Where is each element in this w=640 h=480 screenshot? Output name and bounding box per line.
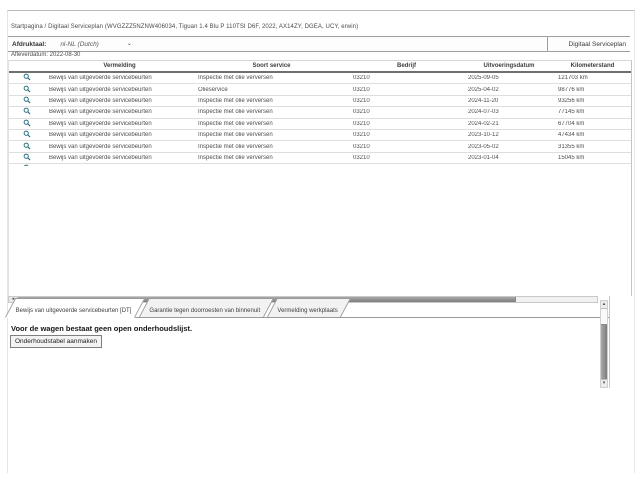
page-title: Digitaal Serviceplan bbox=[547, 37, 630, 51]
cell-kilometerstand: 47434 km bbox=[558, 132, 585, 139]
scroll-up-arrow-icon[interactable]: ▴ bbox=[601, 301, 607, 309]
cell-bedrijf: 03210 bbox=[353, 143, 370, 150]
table-row: Bewijs van uitgevoerde servicebeurten In… bbox=[9, 129, 631, 142]
row-detail-button[interactable] bbox=[9, 153, 45, 163]
cell-soort-service: Inspectie met olie verversen bbox=[198, 97, 273, 104]
cell-bedrijf: 03210 bbox=[353, 97, 370, 104]
cell-uitvoeringsdatum: 2025-09-05 bbox=[468, 75, 499, 82]
tab-bewijs-servicebeurten[interactable]: Bewijs van uitgevoerde servicebeurten [D… bbox=[4, 298, 146, 318]
cell-soort-service: Inspectie met olie verversen bbox=[198, 109, 273, 116]
cell-kilometerstand: 98776 km bbox=[558, 86, 585, 93]
table-row: Bewijs van uitgevoerde servicebeurten In… bbox=[9, 107, 631, 119]
cell-vermelding: Bewijs van uitgevoerde servicebeurten bbox=[49, 154, 152, 161]
print-language-select[interactable]: nl-NL (Dutch) ⌄ bbox=[60, 41, 132, 48]
chevron-down-icon: ⌄ bbox=[126, 41, 132, 47]
table-row: Bewijs van uitgevoerde servicebeurten In… bbox=[9, 141, 631, 153]
row-detail-button[interactable] bbox=[9, 85, 45, 95]
cell-bedrijf: 03210 bbox=[353, 109, 370, 116]
no-open-maintenance-message: Voor de wagen bestaat geen open onderhou… bbox=[11, 324, 193, 333]
cell-bedrijf: 03210 bbox=[353, 75, 370, 82]
header-uitvoeringsdatum: Uitvoeringsdatum bbox=[483, 63, 535, 69]
row-detail-button[interactable] bbox=[9, 142, 45, 152]
vertical-scroll-thumb[interactable] bbox=[601, 324, 607, 380]
table-header-row: Vermelding Soort service Bedrijf Uitvoer… bbox=[9, 61, 631, 73]
tab-vermelding-werkplaats[interactable]: Vermelding werkplaats bbox=[267, 298, 352, 317]
delivery-date: Afleverdatum: 2022-08-30 bbox=[11, 52, 81, 58]
cell-soort-service: Inspectie met olie verversen bbox=[198, 154, 273, 161]
magnifier-icon bbox=[23, 96, 31, 106]
cell-bedrijf: 03210 bbox=[353, 120, 370, 127]
header-bedrijf: Bedrijf bbox=[396, 63, 416, 69]
create-maintenance-table-button[interactable]: Onderhoudstabel aanmaken bbox=[10, 335, 103, 348]
cell-vermelding: Bewijs van uitgevoerde servicebeurten bbox=[49, 109, 152, 116]
row-detail-button[interactable] bbox=[9, 96, 45, 106]
magnifier-icon bbox=[23, 119, 31, 129]
print-language-label: Afdruktaal: bbox=[12, 40, 47, 48]
table-body: Bewijs van uitgevoerde servicebeurten In… bbox=[9, 73, 631, 176]
cell-uitvoeringsdatum: 2023-10-12 bbox=[468, 132, 499, 139]
breadcrumb[interactable]: Startpagina / Digitaal Serviceplan (WVGZ… bbox=[11, 24, 359, 30]
table-row: Bewijs van uitgevoerde servicebeurten In… bbox=[9, 152, 631, 165]
table-row: Bewijs van uitgevoerde servicebeurten In… bbox=[9, 95, 631, 108]
magnifier-icon bbox=[23, 85, 31, 95]
magnifier-icon bbox=[23, 73, 31, 83]
maintenance-panel: Voor de wagen bestaat geen open onderhou… bbox=[8, 317, 609, 389]
magnifier-icon bbox=[23, 153, 31, 163]
cell-uitvoeringsdatum: 2025-04-02 bbox=[468, 86, 499, 93]
cell-kilometerstand: 121703 km bbox=[558, 75, 588, 82]
tab-garantie-doorroesten[interactable]: Garantie tegen doorroesten van binnenuit bbox=[138, 298, 274, 317]
table-empty-area bbox=[8, 166, 632, 296]
row-detail-button[interactable] bbox=[9, 73, 45, 83]
cell-soort-service: Inspectie met olie verversen bbox=[198, 143, 273, 150]
cell-uitvoeringsdatum: 2024-07-03 bbox=[468, 109, 499, 116]
table-row: Bewijs van uitgevoerde servicebeurten In… bbox=[9, 73, 631, 85]
magnifier-icon bbox=[23, 107, 31, 117]
row-detail-button[interactable] bbox=[9, 130, 45, 140]
cell-soort-service: Inspectie met olie verversen bbox=[198, 75, 273, 82]
magnifier-icon bbox=[23, 142, 31, 152]
vertical-scrollbar[interactable]: ▴ ▾ bbox=[600, 300, 608, 388]
cell-vermelding: Bewijs van uitgevoerde servicebeurten bbox=[49, 97, 152, 104]
panel-right-border bbox=[609, 296, 610, 388]
page-frame bbox=[7, 10, 635, 473]
cell-vermelding: Bewijs van uitgevoerde servicebeurten bbox=[49, 75, 152, 82]
table-row: Bewijs van uitgevoerde servicebeurten Ol… bbox=[9, 84, 631, 96]
cell-kilometerstand: 67704 km bbox=[558, 120, 585, 127]
cell-bedrijf: 03210 bbox=[353, 86, 370, 93]
cell-kilometerstand: 15045 km bbox=[558, 154, 585, 161]
service-history-table: Vermelding Soort service Bedrijf Uitvoer… bbox=[8, 60, 632, 176]
cell-soort-service: Inspectie met olie verversen bbox=[198, 120, 273, 127]
cell-kilometerstand: 93256 km bbox=[558, 97, 585, 104]
cell-vermelding: Bewijs van uitgevoerde servicebeurten bbox=[49, 120, 152, 127]
header-kilometerstand: Kilometerstand bbox=[570, 63, 615, 69]
magnifier-icon bbox=[23, 130, 31, 140]
tab-strip: Bewijs van uitgevoerde servicebeurten [D… bbox=[4, 298, 352, 318]
cell-bedrijf: 03210 bbox=[353, 132, 370, 139]
table-row: Bewijs van uitgevoerde servicebeurten In… bbox=[9, 118, 631, 130]
scroll-down-arrow-icon[interactable]: ▾ bbox=[601, 379, 607, 387]
cell-vermelding: Bewijs van uitgevoerde servicebeurten bbox=[49, 143, 152, 150]
cell-uitvoeringsdatum: 2024-02-21 bbox=[468, 120, 499, 127]
cell-vermelding: Bewijs van uitgevoerde servicebeurten bbox=[49, 86, 152, 93]
cell-uitvoeringsdatum: 2023-05-02 bbox=[468, 143, 499, 150]
cell-uitvoeringsdatum: 2023-01-04 bbox=[468, 154, 499, 161]
row-detail-button[interactable] bbox=[9, 107, 45, 117]
cell-soort-service: Olieservice bbox=[198, 86, 228, 93]
cell-bedrijf: 03210 bbox=[353, 154, 370, 161]
print-language-value: nl-NL (Dutch) bbox=[60, 40, 99, 48]
cell-kilometerstand: 31355 km bbox=[558, 143, 585, 150]
cell-vermelding: Bewijs van uitgevoerde servicebeurten bbox=[49, 132, 152, 139]
cell-uitvoeringsdatum: 2024-11-20 bbox=[468, 97, 499, 104]
cell-soort-service: Inspectie met olie verversen bbox=[198, 132, 273, 139]
row-detail-button[interactable] bbox=[9, 119, 45, 129]
header-soort-service: Soort service bbox=[252, 63, 291, 69]
header-vermelding: Vermelding bbox=[103, 63, 136, 69]
toolbar: Afdruktaal: nl-NL (Dutch) ⌄ Digitaal Ser… bbox=[8, 36, 630, 52]
cell-kilometerstand: 77145 km bbox=[558, 109, 585, 116]
